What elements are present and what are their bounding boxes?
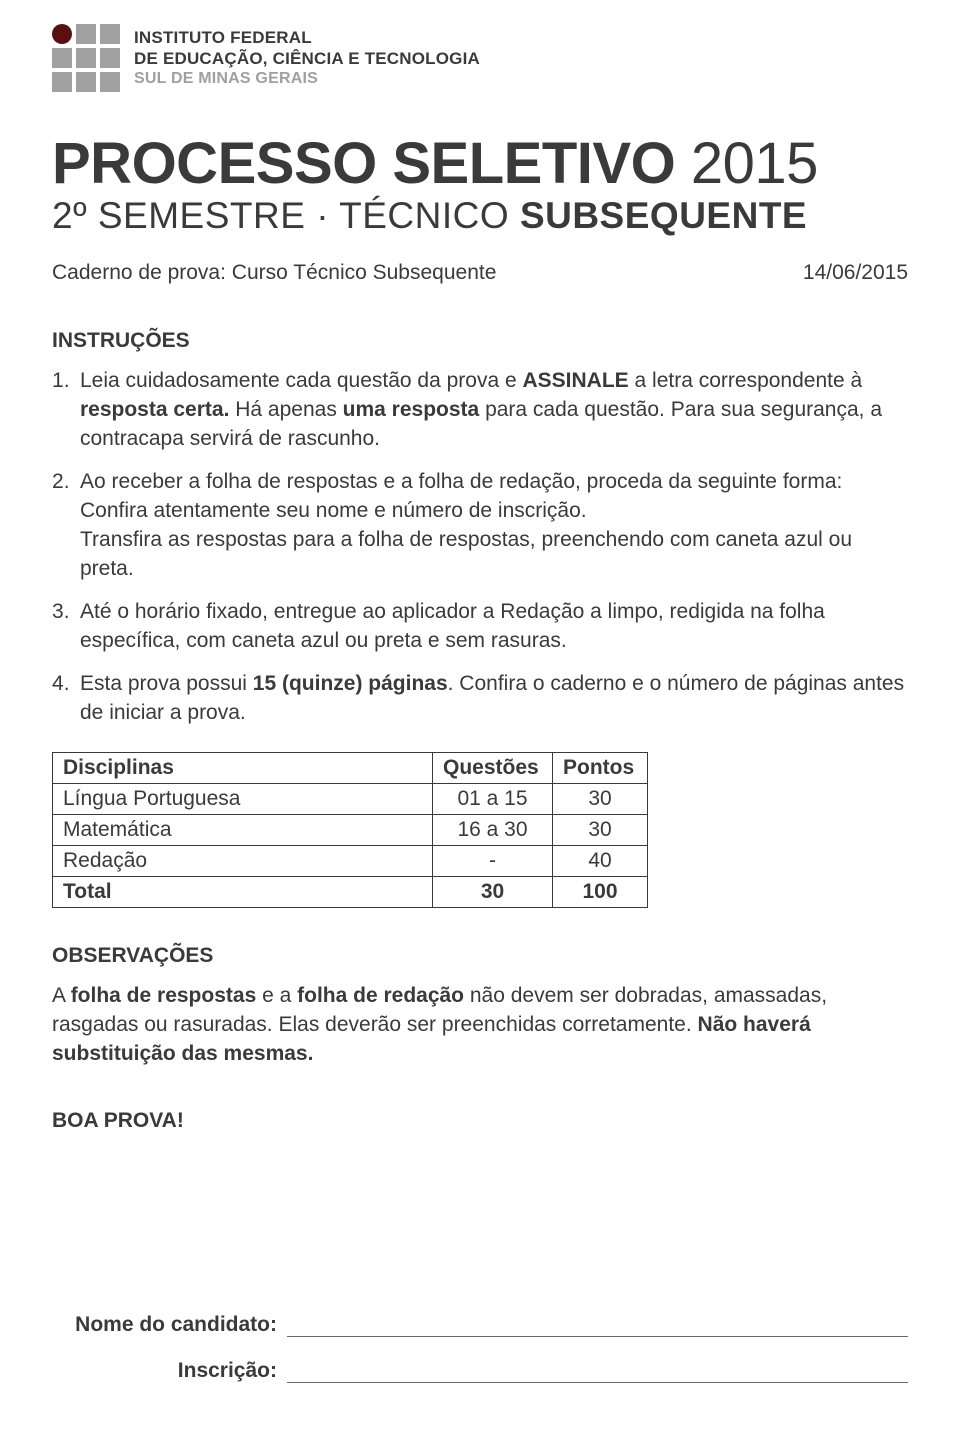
inscricao-label: Inscrição: [52,1359,287,1383]
institution-name: INSTITUTO FEDERAL DE EDUCAÇÃO, CIÊNCIA E… [134,27,480,90]
instr1-text-a: Leia cuidadosamente cada questão da prov… [80,369,523,392]
instr1-assinale: ASSINALE [523,369,629,392]
obs-a: A [52,984,71,1007]
col-pontos: Pontos [553,752,648,783]
nome-line [287,1336,908,1337]
institution-logo [52,24,120,92]
main-title: PROCESSO SELETIVO 2015 [52,130,908,197]
summary-table-head: Disciplinas Questões Pontos [53,752,648,783]
instr4-text-a: Esta prova possui [80,672,253,695]
instr1-text-e: Há apenas [229,398,342,421]
col-questoes: Questões [433,752,553,783]
field-inscricao: Inscrição: [52,1359,908,1383]
instr2-line-b: Confira atentamente seu nome e número de… [80,497,908,526]
subtitle-tecnico: TÉCNICO [339,195,509,236]
boa-prova: BOA PROVA! [52,1109,908,1133]
cell-questoes: 01 a 15 [433,783,553,814]
logo-square [100,72,120,92]
subtitle-semester: 2º SEMESTRE [52,195,305,236]
subtitle-separator: · [316,195,329,236]
document-header: INSTITUTO FEDERAL DE EDUCAÇÃO, CIÊNCIA E… [52,24,908,92]
institution-line1: INSTITUTO FEDERAL [134,27,480,48]
instruction-item-2: Ao receber a folha de respostas e a folh… [52,468,908,584]
logo-square [52,72,72,92]
instruction-item-3: Até o horário fixado, entregue ao aplica… [52,598,908,656]
instr4-paginas: 15 (quinze) páginas [253,672,448,695]
cell-questoes: - [433,845,553,876]
summary-table: Disciplinas Questões Pontos Língua Portu… [52,752,648,908]
instr1-resposta: resposta certa. [80,398,229,421]
logo-square [76,48,96,68]
obs-folha-respostas: folha de respostas [71,984,257,1007]
logo-square [100,48,120,68]
cell-disciplina: Matemática [53,814,433,845]
cell-pontos: 40 [553,845,648,876]
cell-disciplina: Língua Portuguesa [53,783,433,814]
inscricao-line [287,1382,908,1383]
cell-disciplina: Redação [53,845,433,876]
logo-square [100,24,120,44]
table-row: Língua Portuguesa 01 a 15 30 [53,783,648,814]
table-row: Redação - 40 [53,845,648,876]
instrucoes-heading: INSTRUÇÕES [52,329,908,353]
obs-c: e a [256,984,297,1007]
cell-total-questoes: 30 [433,876,553,907]
caderno-label: Caderno de prova: Curso Técnico Subseque… [52,261,496,285]
caderno-row: Caderno de prova: Curso Técnico Subseque… [52,261,908,285]
candidate-fields: Nome do candidato: Inscrição: [52,1313,908,1383]
field-nome: Nome do candidato: [52,1313,908,1337]
table-row: Matemática 16 a 30 30 [53,814,648,845]
instr3-text: Até o horário fixado, entregue ao aplica… [80,600,825,652]
title-year: 2015 [691,131,818,196]
col-disciplinas: Disciplinas [53,752,433,783]
instr1-uma: uma resposta [343,398,480,421]
observacoes-text: A folha de respostas e a folha de redaçã… [52,982,908,1069]
instr2-line-c: Transfira as respostas para a folha de r… [80,526,908,584]
instructions-list: Leia cuidadosamente cada questão da prov… [52,367,908,728]
cell-total-label: Total [53,876,433,907]
subtitle-subsequente: SUBSEQUENTE [520,195,807,236]
cell-pontos: 30 [553,783,648,814]
subtitle: 2º SEMESTRE · TÉCNICO SUBSEQUENTE [52,195,908,237]
instruction-item-4: Esta prova possui 15 (quinze) páginas. C… [52,670,908,728]
title-bold: PROCESSO SELETIVO [52,131,675,196]
summary-table-body: Língua Portuguesa 01 a 15 30 Matemática … [53,783,648,907]
logo-square-accent [52,24,72,44]
cell-questoes: 16 a 30 [433,814,553,845]
obs-folha-redacao: folha de redação [297,984,464,1007]
table-total-row: Total 30 100 [53,876,648,907]
cell-total-pontos: 100 [553,876,648,907]
cell-pontos: 30 [553,814,648,845]
logo-square [76,24,96,44]
instr2-line-a: Ao receber a folha de respostas e a folh… [80,468,908,497]
caderno-date: 14/06/2015 [803,261,908,285]
observacoes-heading: OBSERVAÇÕES [52,944,908,968]
instruction-item-1: Leia cuidadosamente cada questão da prov… [52,367,908,454]
nome-label: Nome do candidato: [52,1313,287,1337]
logo-square [52,48,72,68]
instr1-text-c: a letra correspondente à [629,369,862,392]
institution-line2: DE EDUCAÇÃO, CIÊNCIA E TECNOLOGIA [134,48,480,69]
institution-line3: SUL DE MINAS GERAIS [134,69,480,89]
logo-square [76,72,96,92]
summary-header-row: Disciplinas Questões Pontos [53,752,648,783]
